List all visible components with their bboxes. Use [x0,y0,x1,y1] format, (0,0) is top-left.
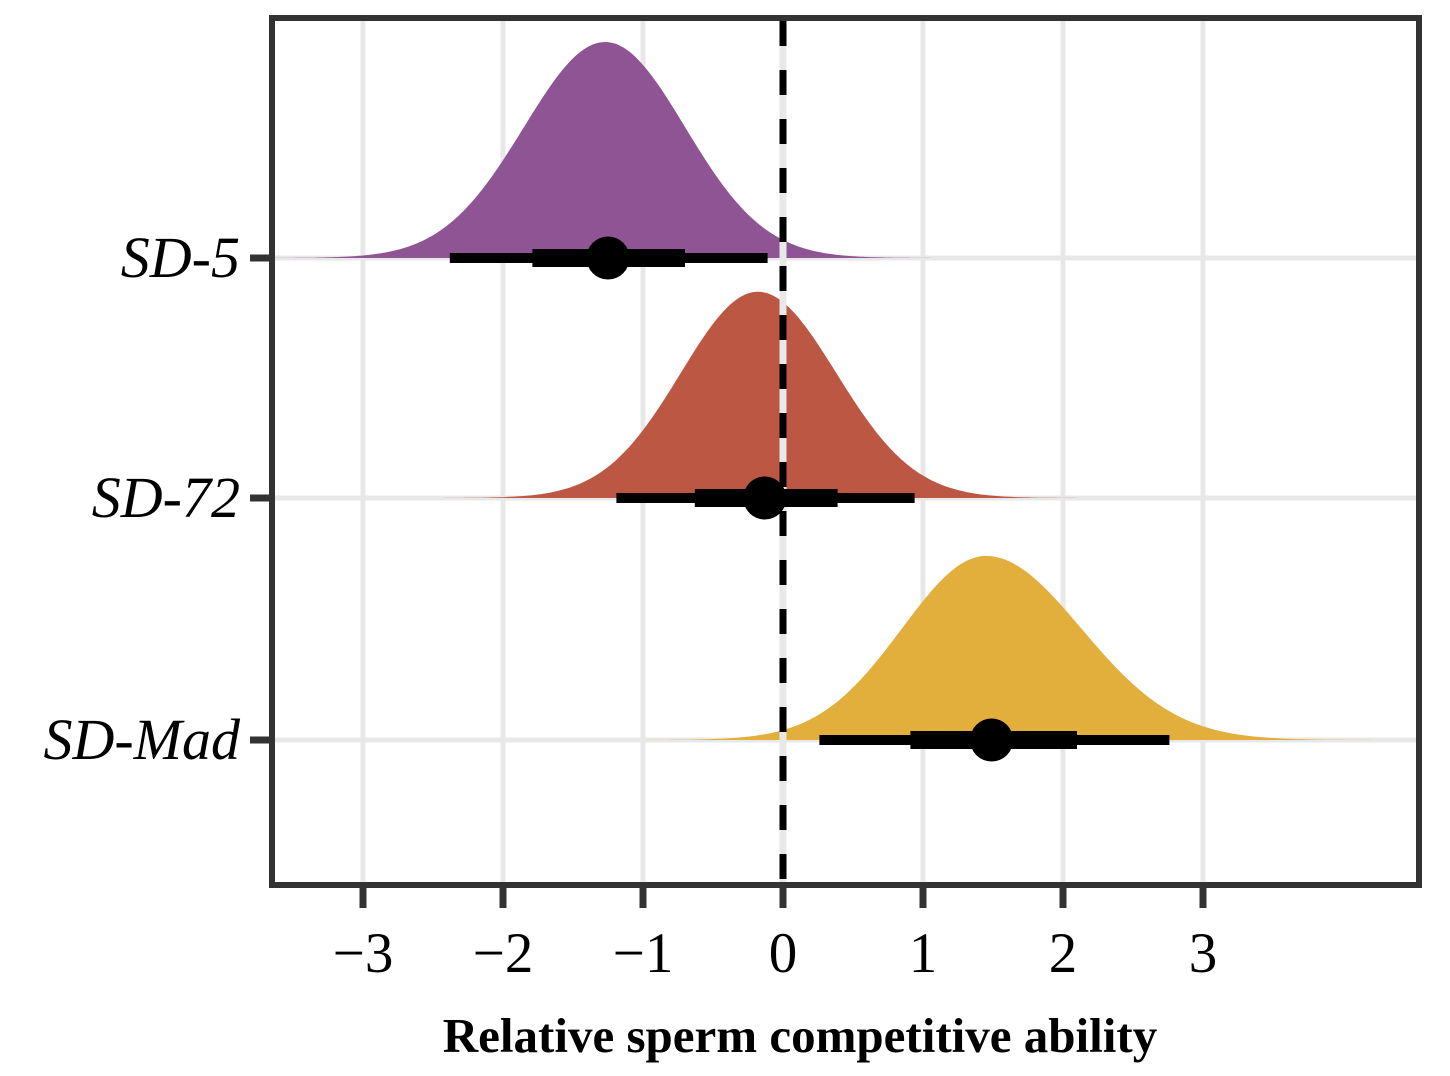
x-tick-label-neg1: −1 [613,922,674,985]
y-axis-label-sd5: SD-5 [121,225,240,290]
x-tick-label-neg3: −3 [333,922,394,985]
y-axis-label-sd72: SD-72 [92,465,240,530]
density-area-sd-72 [442,291,1080,498]
x-tick-label-1: 1 [909,922,938,985]
density-area-sd-mad [641,556,1377,740]
x-tick-label-neg2: −2 [473,922,534,985]
axis-ticks-layer [250,254,1207,908]
interval-layer [449,236,1170,762]
density-layer [275,42,1377,740]
x-tick-label-3: 3 [1189,922,1218,985]
median-point-sd-5 [586,236,630,280]
x-tick-label-0: 0 [769,922,798,985]
density-area-sd-5 [275,42,933,258]
axis-labels-layer: SD-5 SD-72 SD-Mad −3 −2 −1 0 1 2 3 Relat… [43,225,1217,1063]
x-tick-label-2: 2 [1049,922,1078,985]
median-point-sd-72 [743,476,787,520]
plot-panel-border [269,15,1422,888]
y-axis-label-sdmad: SD-Mad [43,707,241,772]
x-axis-title: Relative sperm competitive ability [443,1008,1158,1063]
median-point-sd-mad [970,718,1014,762]
